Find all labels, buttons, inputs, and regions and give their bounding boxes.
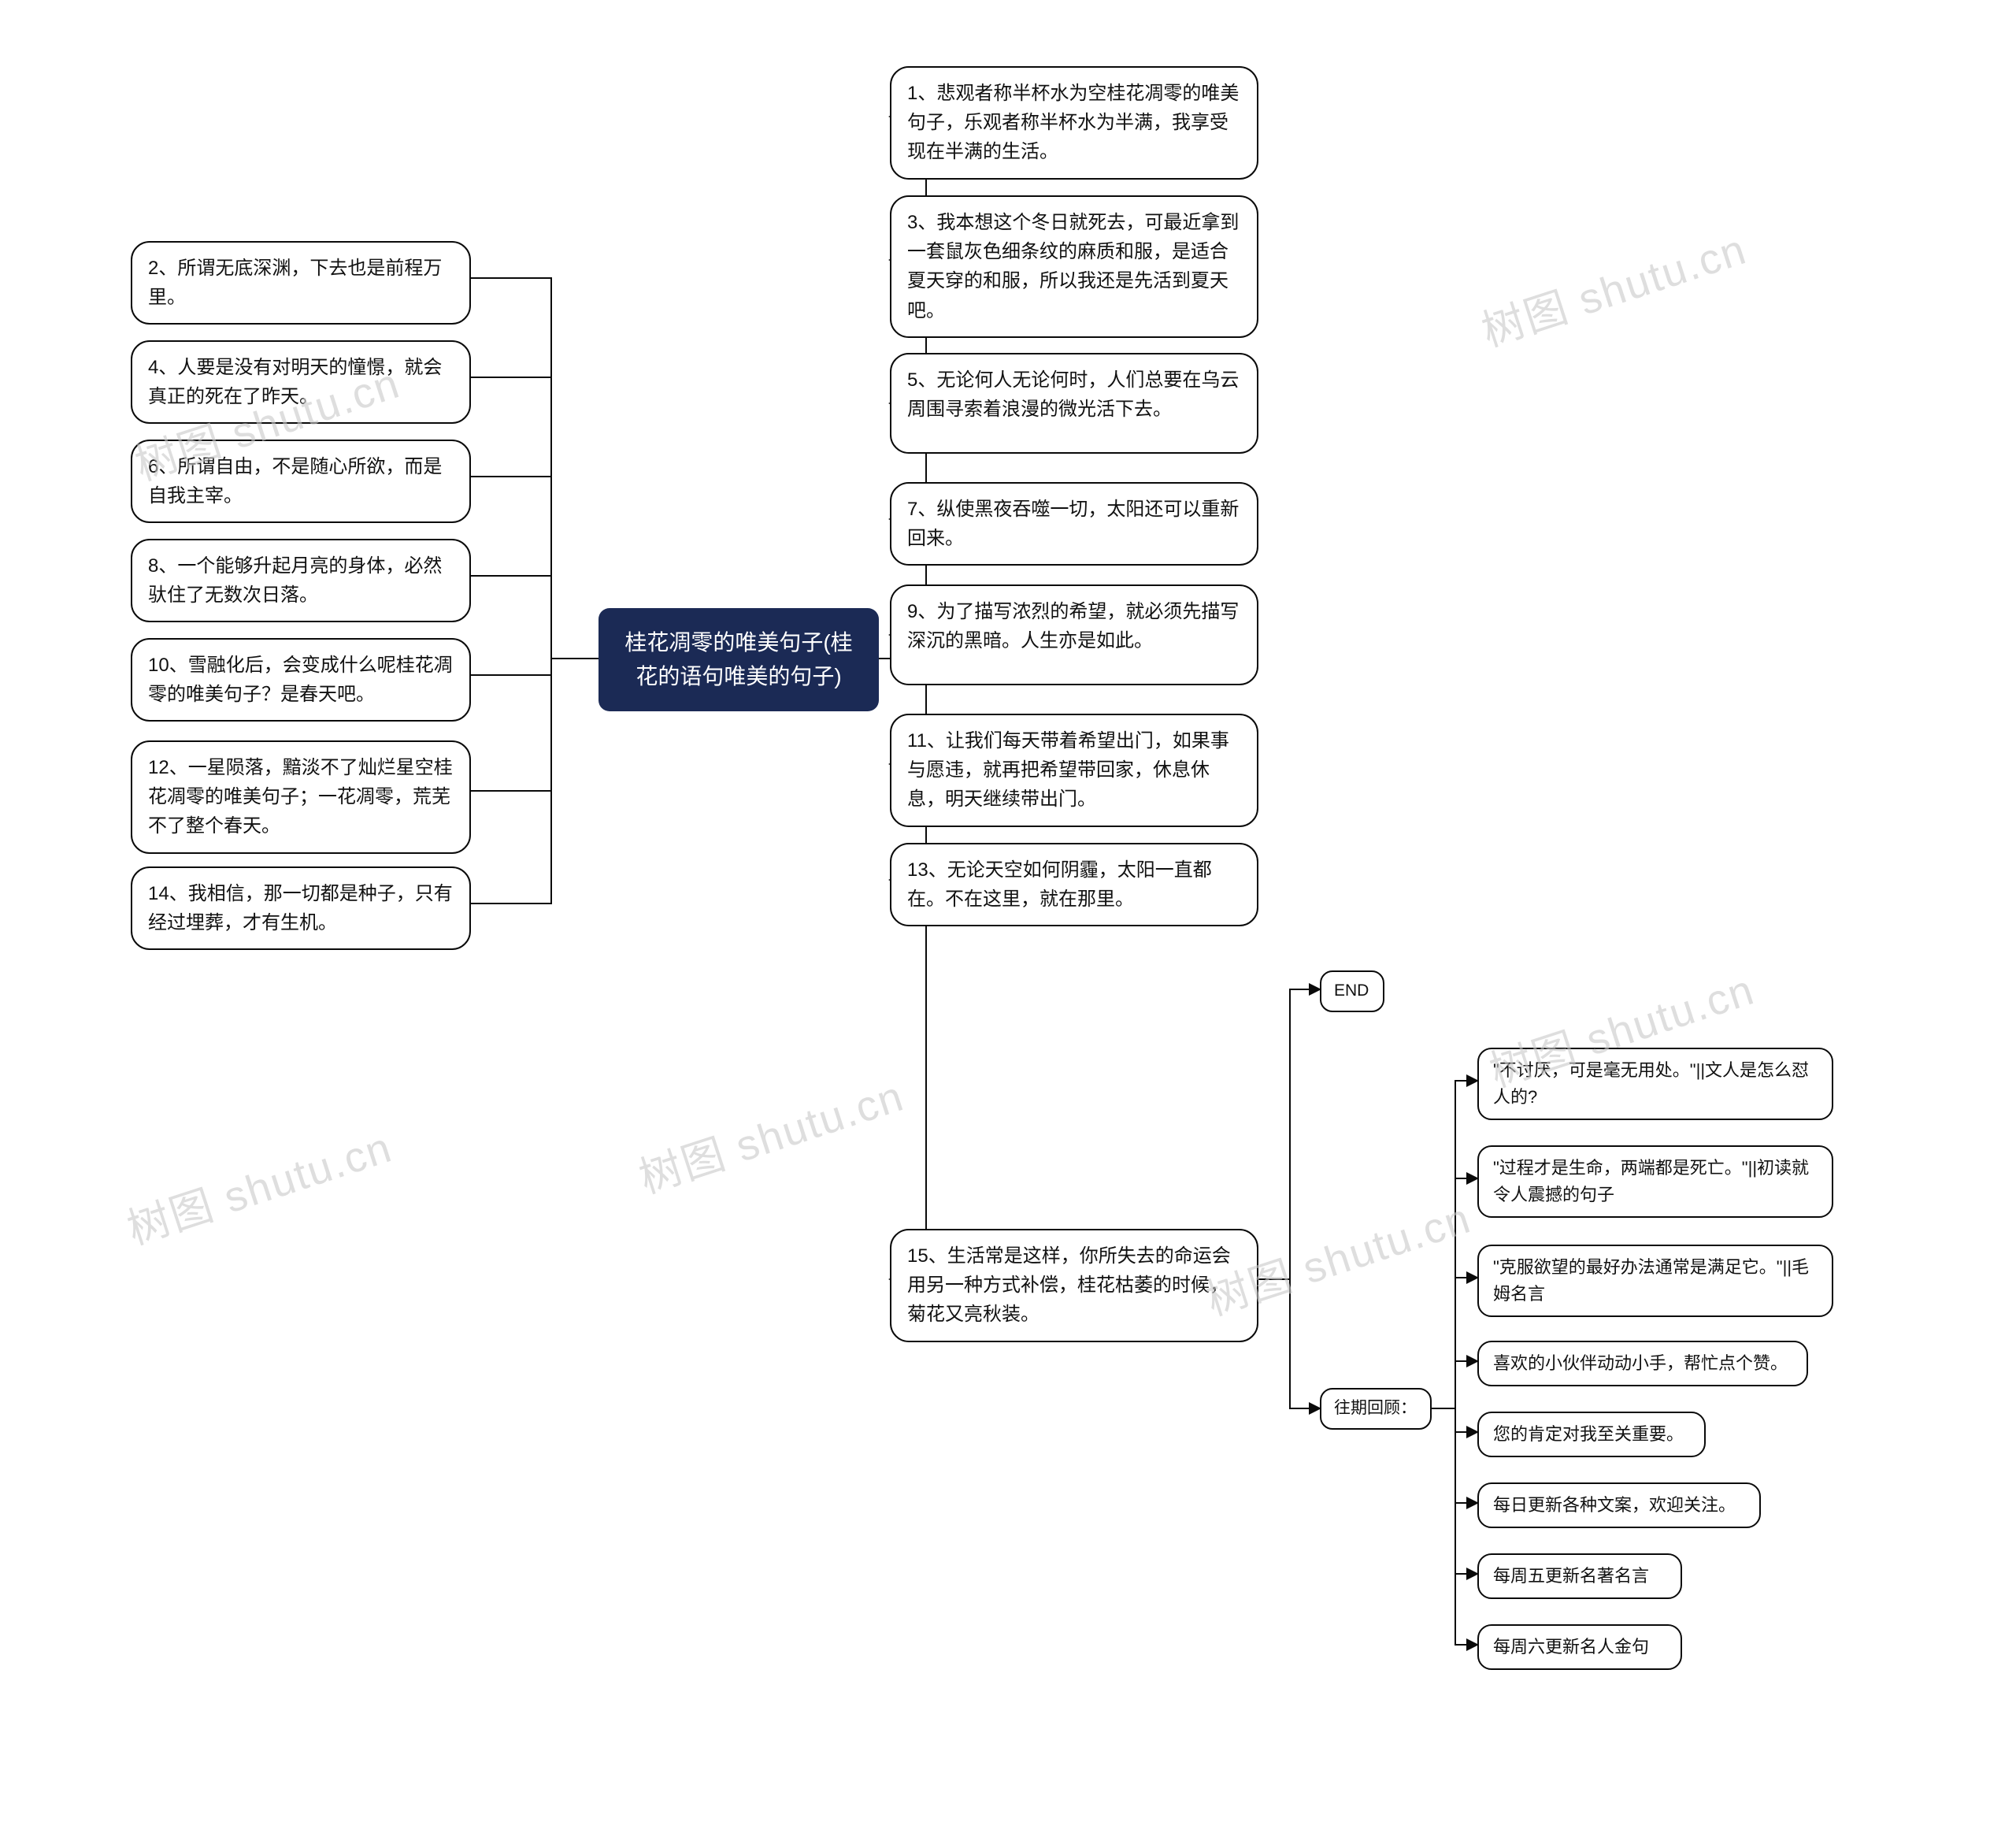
past-item-4[interactable]: 喜欢的小伙伴动动小手，帮忙点个赞。 [1477,1341,1808,1386]
node-4[interactable]: 4、人要是没有对明天的憧憬，就会真正的死在了昨天。 [131,340,471,424]
past-item-2[interactable]: "过程才是生命，两端都是死亡。"||初读就令人震撼的句子 [1477,1145,1833,1218]
node-8[interactable]: 8、一个能够升起月亮的身体，必然驮住了无数次日落。 [131,539,471,622]
node-2[interactable]: 2、所谓无底深渊，下去也是前程万里。 [131,241,471,325]
node-14[interactable]: 14、我相信，那一切都是种子，只有经过埋葬，才有生机。 [131,866,471,950]
past-item-3[interactable]: "克服欲望的最好办法通常是满足它。"||毛姆名言 [1477,1245,1833,1317]
node-6[interactable]: 6、所谓自由，不是随心所欲，而是自我主宰。 [131,440,471,523]
node-10[interactable]: 10、雪融化后，会变成什么呢桂花凋零的唯美句子？是春天吧。 [131,638,471,722]
node-9[interactable]: 9、为了描写浓烈的希望，就必须先描写深沉的黑暗。人生亦是如此。 [890,584,1258,685]
node-12[interactable]: 12、一星陨落，黯淡不了灿烂星空桂花凋零的唯美句子；一花凋零，荒芜不了整个春天。 [131,740,471,854]
watermark: 树图 shutu.cn [118,1112,398,1256]
node-past-review[interactable]: 往期回顾： [1320,1388,1432,1430]
watermark: 树图 shutu.cn [630,1061,910,1205]
mindmap-canvas: 桂花凋零的唯美句子(桂花的语句唯美的句子) 2、所谓无底深渊，下去也是前程万里。… [0,0,2016,1833]
root-node[interactable]: 桂花凋零的唯美句子(桂花的语句唯美的句子) [598,608,879,711]
past-item-8[interactable]: 每周六更新名人金句 [1477,1624,1682,1670]
node-1[interactable]: 1、悲观者称半杯水为空桂花凋零的唯美句子，乐观者称半杯水为半满，我享受现在半满的… [890,66,1258,180]
node-7[interactable]: 7、纵使黑夜吞噬一切，太阳还可以重新回来。 [890,482,1258,566]
node-end[interactable]: END [1320,970,1384,1012]
past-item-5[interactable]: 您的肯定对我至关重要。 [1477,1412,1706,1457]
node-11[interactable]: 11、让我们每天带着希望出门，如果事与愿违，就再把希望带回家，休息休息，明天继续… [890,714,1258,827]
node-5[interactable]: 5、无论何人无论何时，人们总要在乌云周围寻索着浪漫的微光活下去。 [890,353,1258,454]
past-item-1[interactable]: "不讨厌，可是毫无用处。"||文人是怎么怼人的? [1477,1048,1833,1120]
node-3[interactable]: 3、我本想这个冬日就死去，可最近拿到一套鼠灰色细条纹的麻质和服，是适合夏天穿的和… [890,195,1258,338]
node-13[interactable]: 13、无论天空如何阴霾，太阳一直都在。不在这里，就在那里。 [890,843,1258,926]
past-item-7[interactable]: 每周五更新名著名言 [1477,1553,1682,1599]
past-item-6[interactable]: 每日更新各种文案，欢迎关注。 [1477,1482,1761,1528]
watermark: 树图 shutu.cn [1473,214,1753,358]
node-15[interactable]: 15、生活常是这样，你所失去的命运会用另一种方式补偿，桂花枯萎的时候，菊花又亮秋… [890,1229,1258,1342]
